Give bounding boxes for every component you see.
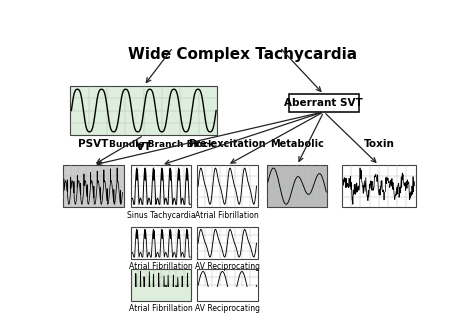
Text: Pre-excitation: Pre-excitation bbox=[189, 139, 266, 149]
Text: AV Reciprocating: AV Reciprocating bbox=[195, 262, 260, 271]
Text: Atrial Fibrillation: Atrial Fibrillation bbox=[129, 304, 193, 313]
Text: VT: VT bbox=[136, 142, 152, 152]
Text: Metabolic: Metabolic bbox=[270, 139, 324, 149]
Text: PSVT: PSVT bbox=[78, 139, 109, 149]
Text: Wide Complex Tachycardia: Wide Complex Tachycardia bbox=[128, 47, 357, 62]
Text: Bundle Branch Block: Bundle Branch Block bbox=[109, 140, 214, 149]
Text: Atrial Fibrillation: Atrial Fibrillation bbox=[129, 262, 193, 271]
Bar bbox=[131, 227, 191, 259]
Bar bbox=[70, 86, 217, 135]
Bar bbox=[289, 94, 359, 112]
Bar bbox=[267, 165, 328, 207]
Text: Aberrant SVT: Aberrant SVT bbox=[284, 98, 363, 108]
Bar bbox=[197, 227, 258, 259]
Text: Atrial Fibrillation: Atrial Fibrillation bbox=[195, 211, 259, 220]
Bar bbox=[342, 165, 416, 207]
Bar bbox=[197, 165, 258, 207]
Text: Toxin: Toxin bbox=[364, 139, 394, 149]
Bar bbox=[131, 269, 191, 301]
Text: AV Reciprocating: AV Reciprocating bbox=[195, 304, 260, 313]
Bar bbox=[197, 269, 258, 301]
Text: Sinus Tachycardia: Sinus Tachycardia bbox=[127, 211, 195, 220]
Bar bbox=[131, 165, 191, 207]
Bar bbox=[63, 165, 124, 207]
